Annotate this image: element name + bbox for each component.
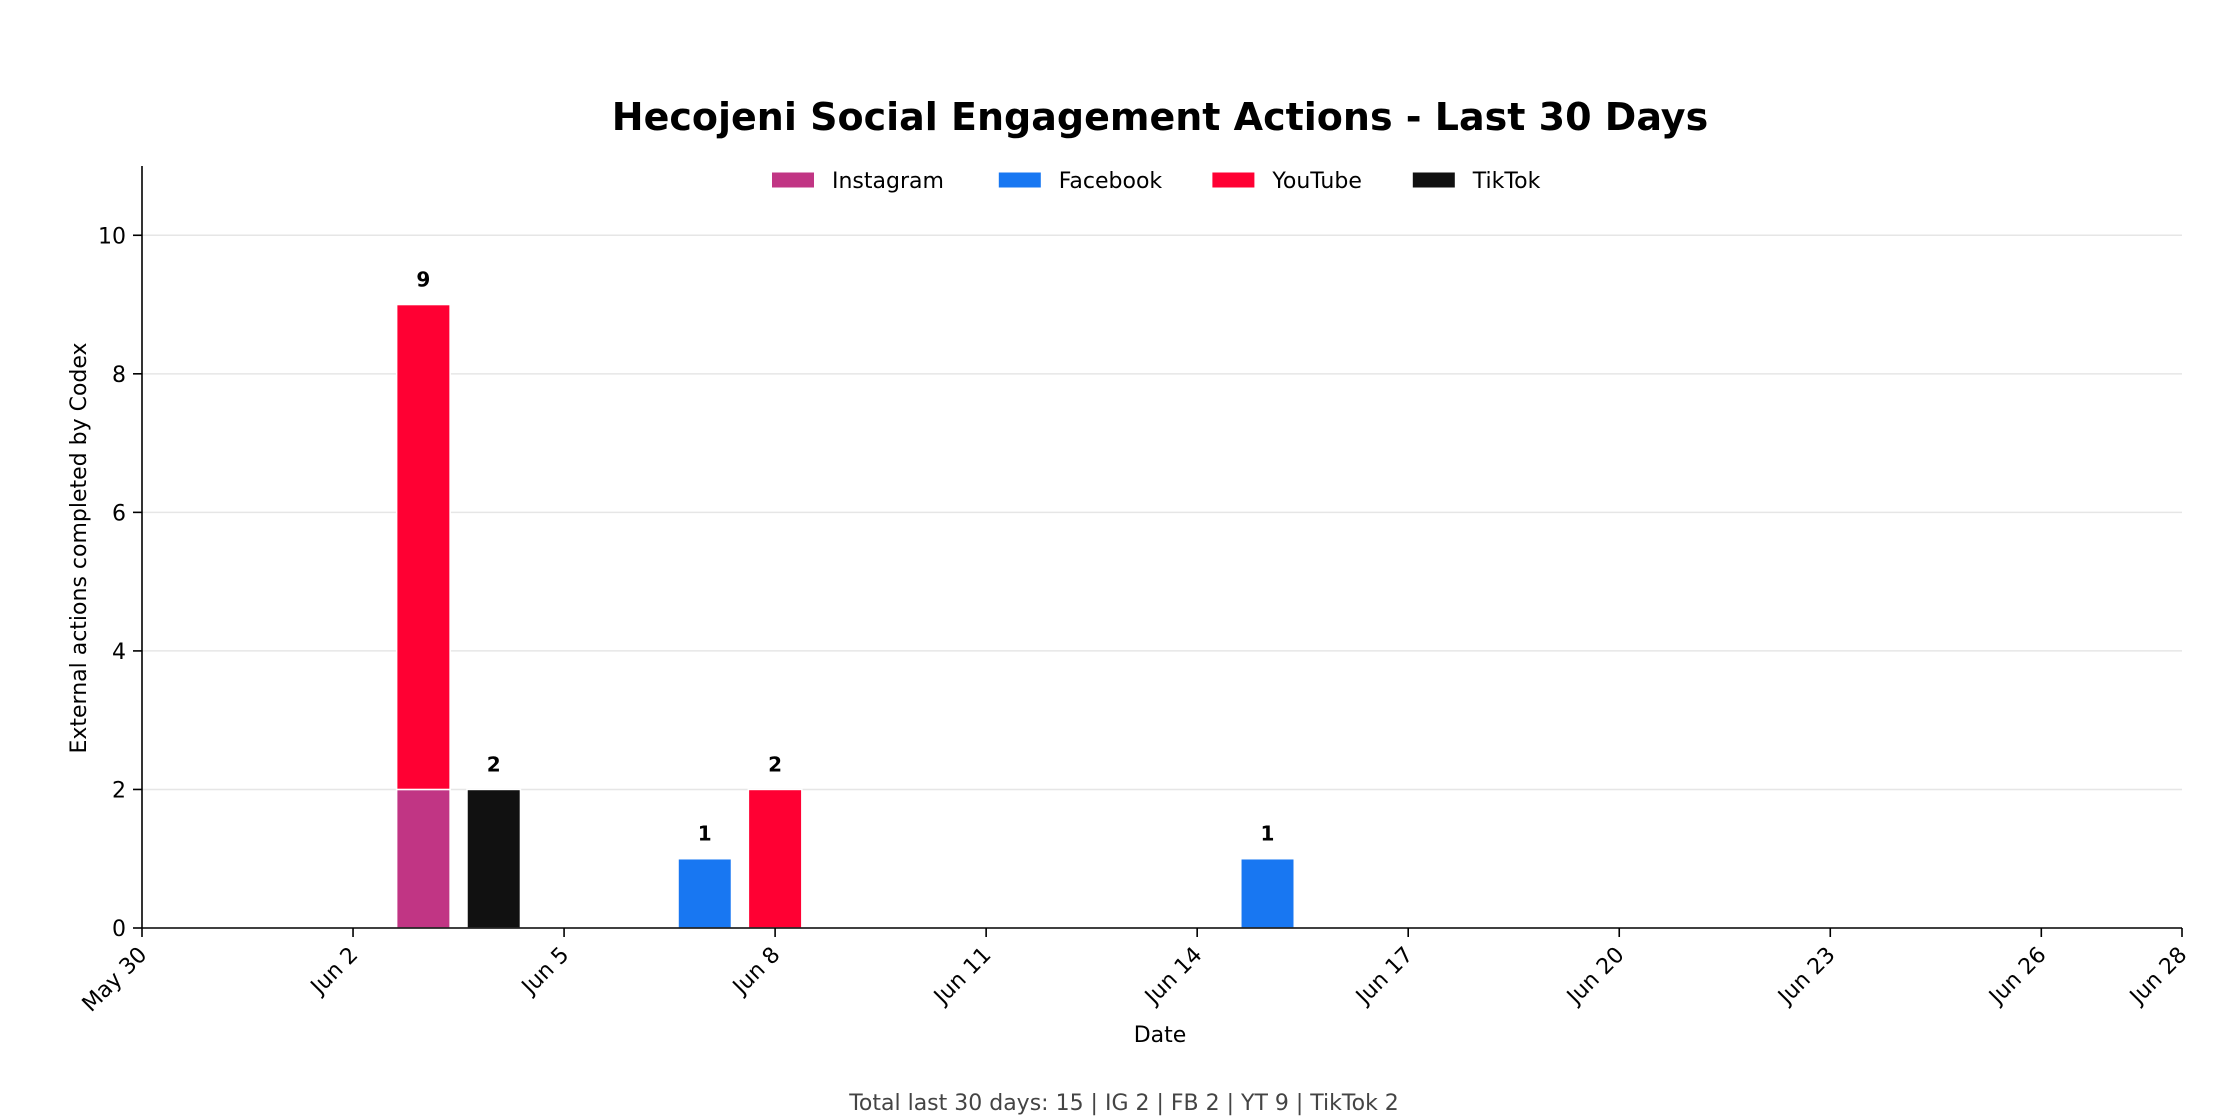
axes: 0 2 4 6 8 10 May 30 Jun 2 Jun 5 Jun 8 Jun 11 Jun 14… — [78, 166, 2192, 1018]
x-tick-label: Jun 11 — [928, 943, 996, 1011]
bar-total-label: 2 — [768, 752, 782, 776]
x-tick-label: Jun 28 — [2124, 943, 2192, 1011]
bar-total-label: 1 — [698, 822, 712, 846]
x-tick-label: May 30 — [78, 943, 153, 1018]
bar-total-label: 9 — [416, 268, 430, 292]
x-tick-label: Jun 20 — [1561, 943, 1629, 1011]
chart-title: Hecojeni Social Engagement Actions - Las… — [612, 95, 1708, 139]
y-tick-label: 2 — [112, 778, 126, 803]
footer-summary: Total last 30 days: 15 | IG 2 | FB 2 | Y… — [848, 1091, 1399, 1116]
y-tick-label: 10 — [98, 224, 126, 249]
bar-instagram-2025-06-03 — [395, 788, 451, 929]
x-tick-label: Jun 26 — [1983, 943, 2051, 1011]
y-axis-label: External actions completed by Codex — [67, 342, 92, 753]
legend-swatch-tiktok — [1412, 172, 1455, 188]
x-tick-label: Jun 23 — [1772, 943, 1840, 1011]
bar-facebook-2025-06-07 — [677, 857, 733, 929]
legend-swatch-youtube — [1212, 172, 1255, 188]
bar-youtube-2025-06-03 — [395, 303, 451, 791]
bar-total-label: 1 — [1261, 822, 1275, 846]
y-tick-label: 6 — [112, 501, 126, 526]
x-axis-label: Date — [1134, 1023, 1187, 1048]
x-tick-label: Jun 17 — [1350, 943, 1418, 1011]
legend-swatch-instagram — [772, 172, 814, 188]
legend-label-tiktok: TikTok — [1472, 169, 1541, 194]
y-tick-label: 4 — [112, 640, 126, 665]
legend-label-youtube: YouTube — [1271, 169, 1361, 194]
bar-tiktok-2025-06-04 — [466, 788, 522, 929]
x-tick-label: Jun 14 — [1139, 943, 1207, 1011]
legend-label-instagram: Instagram — [832, 169, 944, 194]
bar-youtube-2025-06-08 — [747, 788, 803, 929]
x-tick-label: Jun 8 — [727, 943, 785, 1001]
x-tick-label: Jun 5 — [516, 943, 574, 1001]
data-labels: 9 2 1 2 1 — [416, 268, 1274, 846]
y-tick-label: 0 — [112, 917, 126, 942]
y-tick-label: 8 — [112, 363, 126, 388]
bar-facebook-2025-06-15 — [1240, 857, 1295, 929]
bars — [395, 303, 1295, 929]
legend-label-facebook: Facebook — [1059, 169, 1163, 194]
legend-swatch-facebook — [998, 172, 1041, 188]
grid — [142, 234, 2182, 791]
bar-total-label: 2 — [487, 752, 501, 776]
x-tick-label: Jun 2 — [305, 943, 363, 1001]
legend: Instagram Facebook YouTube TikTok — [772, 169, 1541, 194]
